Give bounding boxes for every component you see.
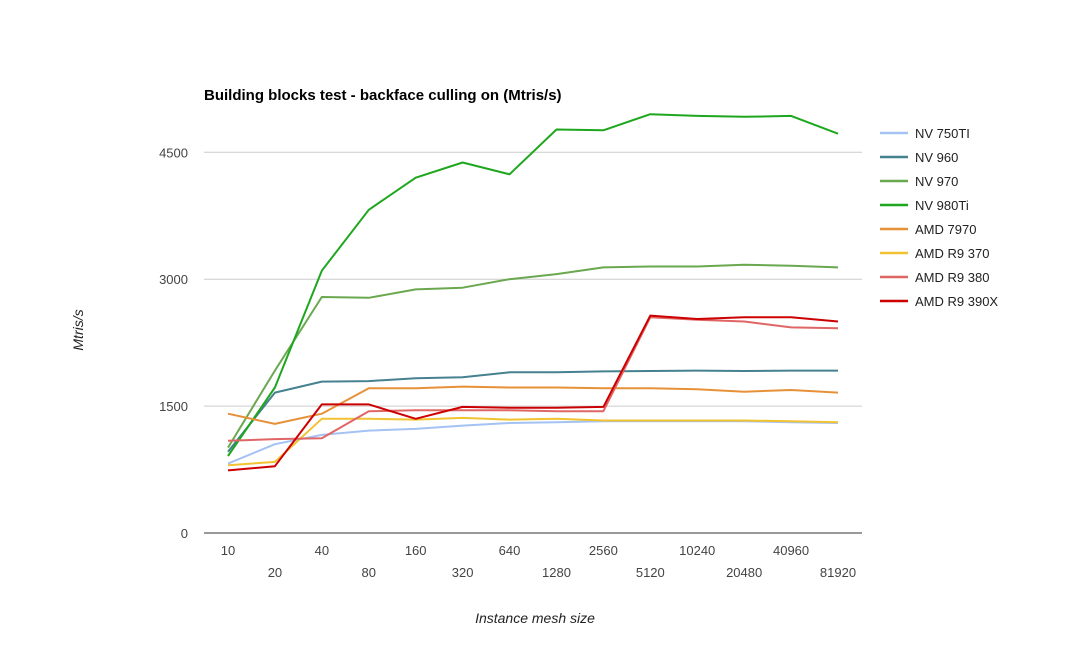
legend-label: AMD R9 380 [915, 270, 989, 285]
x-tick-label: 10240 [679, 543, 715, 558]
x-axis-title: Instance mesh size [475, 610, 595, 626]
series-lines [227, 113, 839, 472]
x-tick-label: 320 [452, 565, 474, 580]
x-tick-label: 40960 [773, 543, 809, 558]
y-tick-label: 0 [181, 526, 188, 541]
legend-label: AMD R9 370 [915, 246, 989, 261]
legend-item-amd-r9-380: AMD R9 380 [880, 270, 989, 285]
legend-label: NV 960 [915, 150, 958, 165]
chart-title: Building blocks test - backface culling … [204, 87, 562, 104]
x-tick-label: 1280 [542, 565, 571, 580]
legend-item-amd-7970: AMD 7970 [880, 222, 976, 237]
series-line-amd-r9-380 [227, 316, 839, 442]
x-tick-label: 40 [315, 543, 329, 558]
series-line-amd-7970 [227, 385, 839, 425]
series-line-nv-750ti [227, 420, 839, 465]
series-line-nv-960 [227, 369, 838, 453]
x-tick-label: 5120 [636, 565, 665, 580]
gridlines [204, 151, 862, 407]
x-tick-label: 2560 [589, 543, 618, 558]
x-tick-label: 81920 [820, 565, 856, 580]
y-axis-ticks: 0 1500 3000 4500 [159, 145, 188, 541]
legend-item-nv-970: NV 970 [880, 174, 958, 189]
y-tick-label: 1500 [159, 399, 188, 414]
x-tick-label: 640 [499, 543, 521, 558]
legend-label: AMD R9 390X [915, 294, 998, 309]
series-line-nv-970 [227, 263, 839, 449]
legend-label: NV 970 [915, 174, 958, 189]
x-axis-ticks: 10 20 40 80 160 320 640 1280 2560 5120 10240 20480 4… [221, 543, 856, 580]
legend: NV 750TI NV 960 NV 970 NV 980Ti AMD 7970 AMD … [880, 126, 998, 309]
x-tick-label: 80 [362, 565, 376, 580]
series-line-nv-980ti [227, 113, 839, 457]
legend-item-nv-980ti: NV 980Ti [880, 198, 969, 213]
x-tick-label: 20480 [726, 565, 762, 580]
series-line-amd-r9-370 [227, 416, 839, 467]
legend-item-amd-r9-390x: AMD R9 390X [880, 294, 998, 309]
legend-item-amd-r9-370: AMD R9 370 [880, 246, 989, 261]
legend-label: NV 750TI [915, 126, 970, 141]
x-tick-label: 20 [268, 565, 282, 580]
legend-label: AMD 7970 [915, 222, 976, 237]
y-tick-label: 4500 [159, 145, 188, 160]
legend-item-nv-960: NV 960 [880, 150, 958, 165]
x-tick-label: 160 [405, 543, 427, 558]
y-tick-label: 3000 [159, 272, 188, 287]
x-tick-label: 10 [221, 543, 235, 558]
legend-item-nv-750ti: NV 750TI [880, 126, 970, 141]
series-line-amd-r9-390x [227, 314, 839, 472]
legend-label: NV 980Ti [915, 198, 969, 213]
y-axis-title: Mtris/s [70, 309, 86, 350]
